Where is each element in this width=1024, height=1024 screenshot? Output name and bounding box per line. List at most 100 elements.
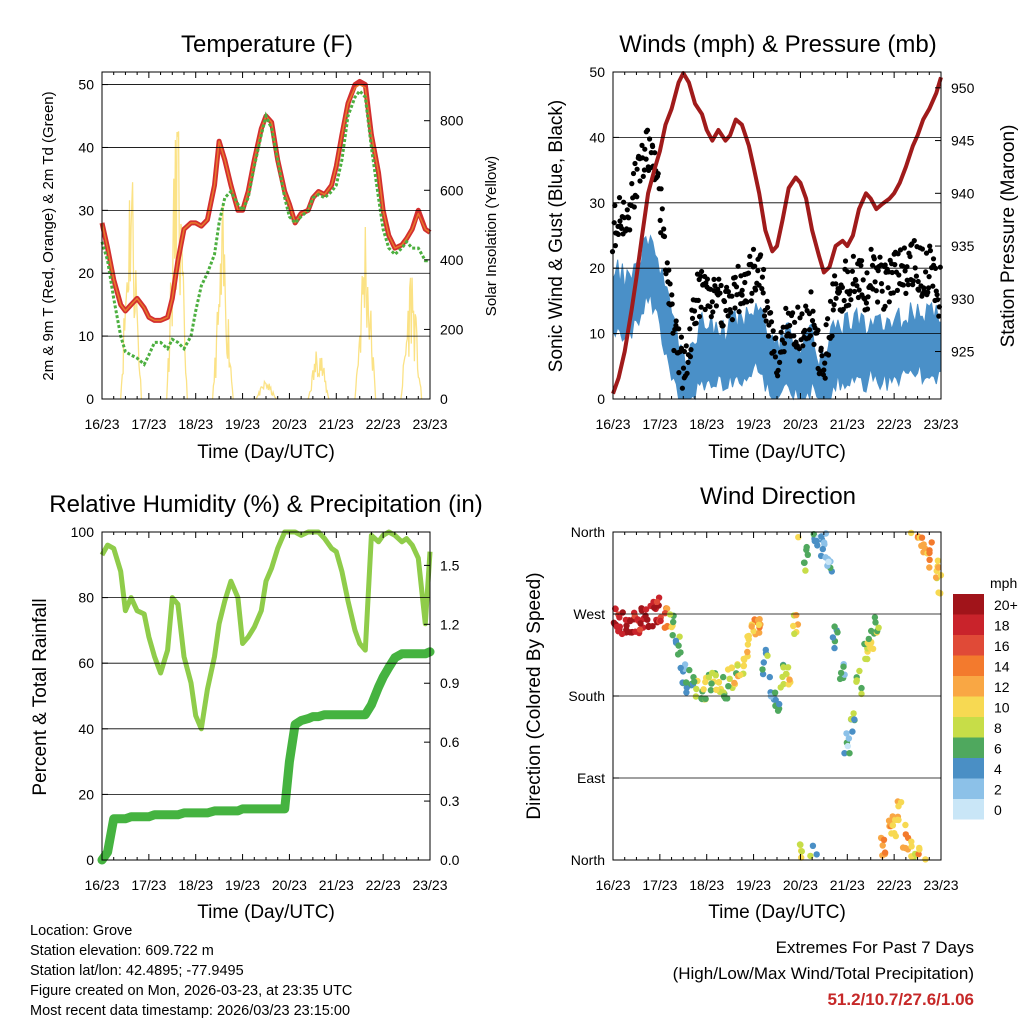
gust-point — [739, 287, 745, 293]
wind-direction-title: Wind Direction — [700, 483, 856, 510]
gust-point — [739, 292, 745, 298]
gust-point — [695, 297, 701, 303]
wind-direction-point — [760, 659, 767, 666]
wind-direction-point — [889, 822, 897, 829]
gust-point — [799, 311, 805, 317]
winds-x-tick-label: 22/23 — [877, 416, 912, 432]
gust-point — [910, 278, 917, 284]
wind-direction-point — [834, 629, 841, 636]
gust-point — [669, 292, 675, 298]
speed-legend-swatch — [953, 614, 984, 635]
gust-point — [772, 354, 779, 360]
wind-direction-x-tick-label: 22/23 — [877, 877, 912, 893]
gust-point — [809, 318, 816, 324]
solar-insolation-line — [166, 131, 188, 400]
gust-point — [664, 260, 670, 266]
gust-point — [708, 314, 714, 320]
wind-direction-point — [793, 611, 800, 619]
gust-point — [800, 343, 806, 349]
gust-point — [709, 299, 715, 305]
speed-legend-swatch — [953, 635, 984, 656]
speed-legend-swatch — [953, 594, 984, 615]
gust-point — [752, 263, 758, 269]
gust-point — [768, 310, 774, 316]
gust-point — [860, 277, 866, 283]
temperature-x-tick-label: 19/23 — [225, 416, 260, 432]
gust-point — [925, 285, 932, 291]
wind-direction-point — [726, 675, 733, 682]
humidity-y-axis-label: Percent & Total Rainfall — [30, 598, 51, 795]
temperature-x-tick-label: 20/23 — [272, 416, 307, 432]
wind-direction-point — [682, 679, 690, 686]
humidity-y2-tick-label: 0.9 — [440, 675, 460, 691]
winds-y-tick-label: 10 — [589, 326, 605, 342]
speed-legend-label: 0 — [994, 802, 1002, 818]
wind-direction-point — [818, 533, 825, 540]
winds-y2-tick-label: 945 — [951, 133, 975, 149]
gust-point — [669, 301, 675, 307]
wind-direction-point — [762, 646, 769, 654]
speed-legend-label: 2 — [994, 782, 1002, 798]
wind-direction-point — [844, 742, 851, 750]
wind-direction-point — [915, 850, 922, 858]
winds-y-tick-label: 40 — [589, 129, 605, 145]
gust-point — [773, 335, 779, 341]
gust-point — [616, 195, 623, 201]
gust-point — [873, 288, 879, 294]
gust-point — [728, 309, 734, 315]
winds-y-axis-label: Sonic Wind & Gust (Blue, Black) — [546, 100, 567, 372]
humidity-y-tick-label: 100 — [71, 524, 95, 540]
gust-point — [753, 287, 759, 293]
wind-direction-point — [926, 556, 933, 563]
gust-point — [810, 308, 816, 314]
humidity-y-tick-label: 80 — [78, 590, 94, 606]
gust-point — [712, 283, 718, 289]
gust-point — [821, 367, 827, 373]
gust-point — [770, 328, 776, 334]
gust-point — [748, 298, 754, 304]
speed-legend-label: 12 — [994, 679, 1010, 695]
wind-direction-point — [849, 728, 856, 735]
speed-legend-label: 10 — [994, 700, 1010, 716]
speed-legend-swatch — [953, 799, 984, 820]
humidity-y-tick-label: 0 — [86, 852, 94, 868]
gust-point — [927, 243, 933, 249]
gust-point — [696, 313, 703, 320]
wind-direction-point — [764, 652, 771, 659]
wind-direction-point — [831, 623, 838, 630]
wind-direction-x-tick-label: 17/23 — [642, 877, 677, 893]
humidity-y-tick-label: 60 — [78, 655, 94, 671]
gust-point — [630, 170, 637, 177]
gust-point — [689, 315, 696, 321]
wind-direction-point — [780, 680, 787, 688]
wind-direction-point — [728, 664, 736, 672]
gust-point — [683, 343, 689, 349]
gust-point — [900, 282, 907, 288]
humidity-x-tick-label: 21/23 — [319, 877, 354, 893]
gust-point — [768, 319, 775, 325]
gust-point — [666, 267, 672, 273]
wind-direction-point — [865, 635, 872, 643]
gust-point — [886, 299, 892, 305]
gust-point — [765, 304, 771, 311]
gust-point — [851, 288, 858, 295]
wind-direction-point — [908, 838, 915, 845]
gust-point — [911, 238, 917, 244]
gust-point — [907, 253, 913, 260]
temperature-y-tick-label: 30 — [78, 202, 94, 218]
gust-point — [615, 231, 622, 237]
gust-point — [791, 333, 797, 339]
gust-point — [733, 284, 740, 290]
wind-direction-point — [715, 678, 723, 686]
wind-direction-point — [907, 529, 915, 537]
wind-direction-point — [676, 633, 683, 640]
gust-point — [840, 306, 846, 312]
wind-direction-point — [902, 821, 909, 829]
wind-direction-point — [686, 666, 693, 674]
humidity-x-tick-label: 17/23 — [131, 877, 166, 893]
wind-direction-point — [798, 848, 805, 855]
speed-legend-swatch — [953, 676, 984, 697]
pressure-line — [611, 71, 943, 395]
wind-direction-point — [790, 622, 797, 630]
gust-point — [724, 284, 730, 290]
